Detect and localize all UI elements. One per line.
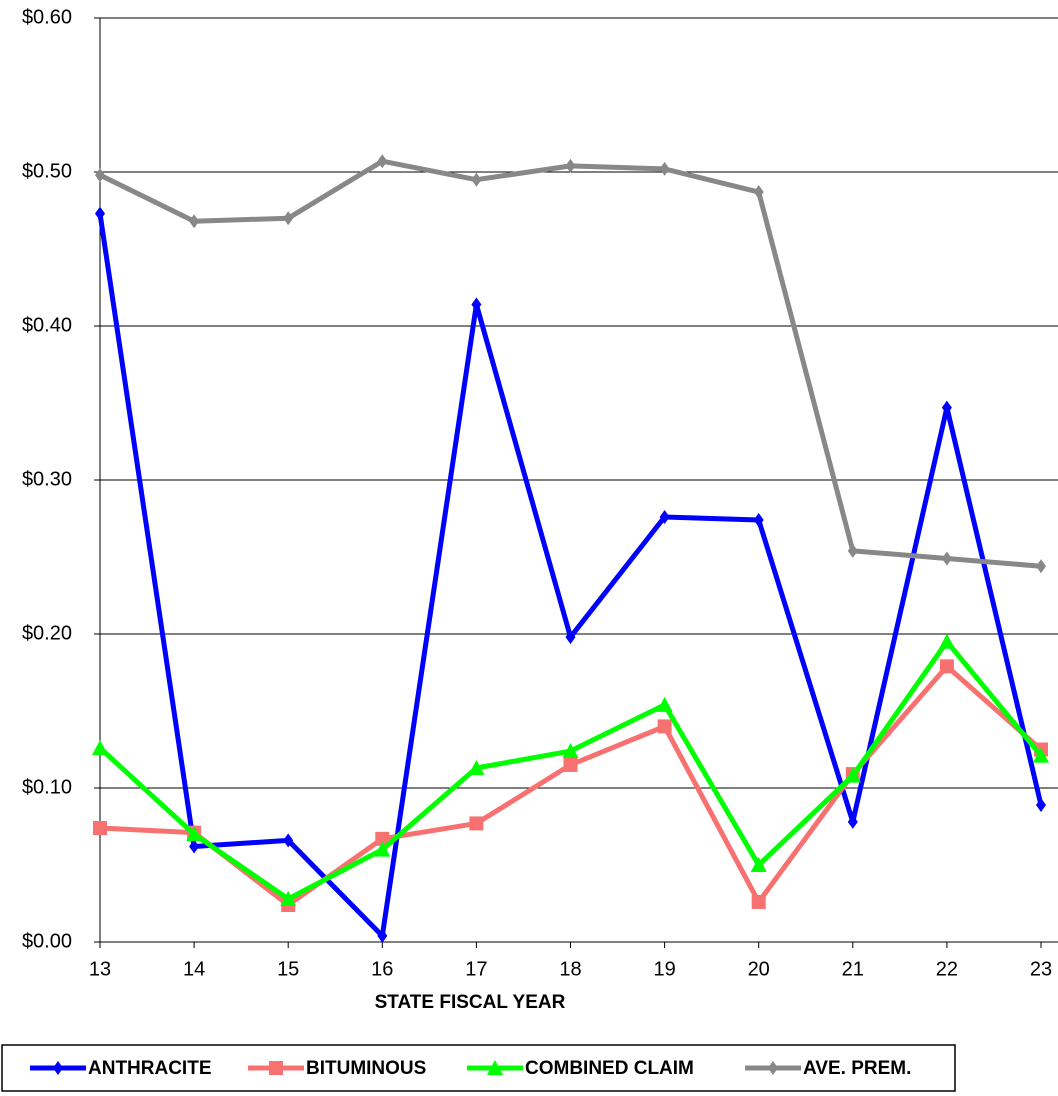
marker — [1036, 797, 1046, 812]
marker — [844, 767, 861, 783]
marker — [280, 890, 297, 906]
x-tick-label: 13 — [89, 958, 111, 980]
marker — [471, 297, 482, 312]
marker — [753, 185, 764, 200]
marker — [751, 894, 766, 909]
marker — [750, 857, 767, 872]
y-tick-label: $0.00 — [22, 930, 72, 952]
marker — [377, 154, 388, 169]
marker — [657, 719, 672, 734]
marker — [941, 400, 952, 415]
marker — [562, 743, 579, 759]
x-tick-label: 15 — [277, 958, 299, 980]
y-tick-label: $0.30 — [22, 468, 72, 490]
marker — [283, 211, 294, 226]
marker — [283, 833, 294, 848]
marker — [53, 1061, 63, 1075]
marker — [563, 757, 578, 772]
marker — [374, 841, 391, 857]
y-tick-label: $0.20 — [22, 622, 72, 644]
marker — [565, 630, 576, 645]
marker — [1033, 747, 1049, 763]
x-tick-label: 14 — [183, 958, 205, 980]
legend-label: COMBINED CLAIM — [525, 1058, 694, 1079]
marker — [1036, 559, 1046, 574]
marker — [375, 831, 390, 846]
series-line — [97, 213, 1044, 939]
marker — [938, 633, 955, 649]
marker — [189, 214, 200, 229]
marker — [469, 816, 484, 831]
marker — [471, 172, 482, 187]
series-line — [98, 158, 1042, 569]
marker — [847, 814, 858, 829]
marker — [95, 206, 105, 221]
marker — [487, 1060, 503, 1075]
marker — [377, 928, 388, 943]
marker — [939, 659, 954, 674]
marker — [565, 158, 576, 173]
y-tick-label: $0.10 — [22, 776, 72, 798]
x-tick-label: 19 — [653, 958, 675, 980]
marker — [468, 759, 485, 775]
marker — [656, 696, 673, 712]
marker — [269, 1061, 283, 1075]
x-tick-label: 17 — [465, 958, 487, 980]
marker — [659, 509, 670, 524]
marker — [941, 551, 952, 566]
y-tick-label: $0.60 — [22, 6, 72, 28]
marker — [847, 543, 858, 558]
y-tick-label: $0.50 — [22, 160, 72, 182]
marker — [186, 826, 203, 842]
legend-label: ANTHRACITE — [88, 1058, 212, 1079]
marker — [659, 161, 670, 176]
legend-label: AVE. PREM. — [803, 1058, 911, 1079]
legend-label: BITUMINOUS — [306, 1058, 426, 1079]
marker — [753, 513, 764, 528]
marker — [768, 1061, 778, 1075]
x-tick-label: 21 — [842, 958, 864, 980]
x-tick-label: 20 — [748, 958, 770, 980]
x-tick-label: 18 — [559, 958, 581, 980]
marker — [93, 821, 107, 836]
y-tick-label: $0.40 — [22, 314, 72, 336]
marker — [95, 168, 105, 183]
x-axis-title: STATE FISCAL YEAR — [375, 992, 566, 1013]
x-tick-label: 16 — [371, 958, 393, 980]
x-tick-label: 23 — [1030, 958, 1052, 980]
marker — [92, 739, 108, 755]
x-tick-label: 22 — [936, 958, 958, 980]
marker — [189, 839, 200, 854]
